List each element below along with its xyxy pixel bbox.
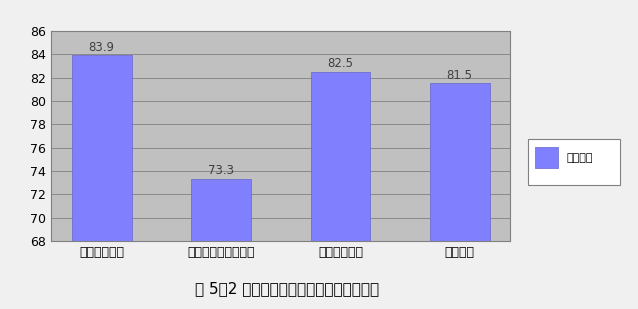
Text: 82.5: 82.5	[327, 57, 353, 70]
Bar	[311, 72, 370, 241]
Text: 图 5－2 绿色施工三个部分得分与综合得分: 图 5－2 绿色施工三个部分得分与综合得分	[195, 281, 379, 297]
Text: 评价得分: 评价得分	[566, 153, 593, 163]
Bar	[430, 83, 489, 241]
Bar	[535, 147, 558, 168]
FancyBboxPatch shape	[528, 139, 620, 185]
Text: 73.3: 73.3	[208, 164, 234, 177]
Bar	[191, 179, 251, 241]
Text: 83.9: 83.9	[89, 41, 115, 54]
Text: 81.5: 81.5	[447, 69, 473, 82]
Bar	[72, 55, 131, 241]
